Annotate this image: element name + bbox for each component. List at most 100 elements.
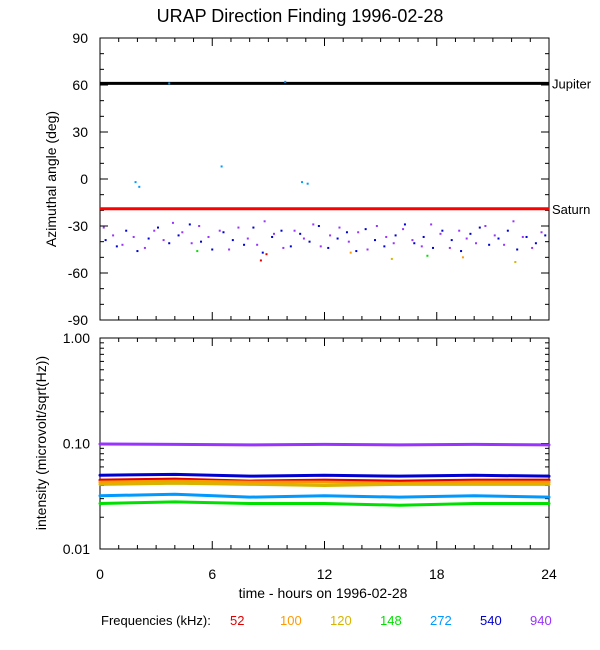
frequency-legend-item-52: 52	[230, 613, 244, 628]
azimuth-point-272	[301, 181, 304, 184]
azimuth-point-940	[402, 228, 405, 231]
azimuth-point-272	[168, 82, 171, 85]
azimuth-point-540	[147, 237, 150, 240]
azimuth-point-940	[484, 225, 487, 227]
azimuth-point-540	[104, 239, 107, 242]
x-tick-label: 18	[429, 566, 445, 582]
azimuth-point-940	[512, 220, 515, 223]
azimuth-point-272	[220, 165, 223, 168]
x-tick-label: 12	[317, 566, 333, 582]
frequency-legend-item-148: 148	[380, 613, 402, 628]
azimuth-point-540	[450, 239, 453, 242]
azimuth-point-540	[516, 248, 519, 251]
azimuth-point-540	[327, 246, 330, 249]
azimuth-point-540	[336, 237, 339, 240]
azimuth-point-940	[171, 221, 174, 224]
azimuth-point-940	[237, 226, 240, 229]
azimuth-point-540	[422, 235, 425, 238]
azimuth-point-940	[312, 223, 315, 226]
azimuth-point-540	[299, 232, 302, 235]
azimuth-point-540	[355, 250, 358, 253]
azimuth-point-272	[138, 185, 141, 188]
azimuth-point-940	[540, 231, 543, 234]
azimuth-y-tick-label: 0	[80, 171, 88, 187]
azimuth-point-940	[293, 229, 296, 232]
azimuth-point-940	[319, 245, 322, 248]
azimuth-point-148	[426, 254, 429, 257]
azimuth-y-tick-label: -60	[68, 265, 88, 281]
frequency-legend-label: Frequencies (kHz):	[101, 613, 211, 628]
azimuth-point-540	[469, 232, 472, 235]
azimuth-point-940	[503, 243, 506, 246]
saturn-label: Saturn	[552, 202, 590, 217]
azimuth-point-940	[181, 231, 184, 234]
azimuth-point-540	[525, 235, 528, 238]
azimuth-point-540	[308, 240, 311, 243]
azimuth-point-940	[256, 243, 259, 246]
azimuth-point-940	[531, 246, 534, 249]
azimuth-point-940	[102, 226, 105, 229]
azimuth-point-940	[420, 245, 423, 248]
azimuth-point-540	[115, 245, 118, 248]
azimuth-point-940	[263, 220, 266, 223]
azimuth-point-540	[317, 225, 320, 227]
azimuth-point-940	[272, 232, 275, 235]
intensity-series-120	[98, 481, 551, 487]
azimuth-point-540	[211, 248, 214, 251]
azimuth-point-940	[458, 229, 461, 232]
frequency-legend-item-120: 120	[330, 613, 352, 628]
azimuth-point-940	[347, 240, 350, 243]
azimuth-point-940	[493, 234, 496, 237]
azimuth-y-tick-label: 30	[72, 124, 88, 140]
azimuth-point-940	[153, 229, 156, 232]
azimuth-point-940	[375, 225, 378, 227]
azimuth-point-940	[228, 248, 231, 251]
azimuth-point-940	[121, 243, 124, 246]
azimuth-panel: Azimuthal angle (deg) 90 60 30 0 -30 -60 -90 Jup…	[43, 30, 592, 328]
azimuth-point-540	[261, 251, 264, 254]
x-axis-label: time - hours on 1996-02-28	[239, 585, 408, 601]
intensity-series-100	[98, 479, 551, 485]
azimuth-point-940	[385, 235, 388, 238]
azimuth-point-940	[392, 242, 395, 245]
azimuth-point-940	[366, 248, 369, 251]
intensity-y-axis-label: intensity (microvolt/sqrt(Hz))	[33, 356, 49, 530]
azimuth-point-540	[280, 229, 283, 232]
azimuth-point-940	[475, 242, 478, 245]
azimuth-point-940	[132, 235, 135, 238]
intensity-y-tick-label: 0.10	[63, 436, 90, 452]
intensity-series-148	[98, 500, 551, 507]
azimuth-point-120	[514, 261, 517, 264]
x-tick-label: 24	[541, 566, 557, 582]
intensity-y-tick-label: 1.00	[63, 330, 90, 346]
frequency-legend-item-540: 540	[480, 613, 502, 628]
azimuth-point-540	[403, 223, 406, 226]
azimuth-point-940	[430, 223, 433, 226]
intensity-panel: intensity (microvolt/sqrt(Hz)) 1.00 0.10 0.…	[33, 330, 557, 582]
azimuth-point-940	[338, 226, 341, 229]
azimuth-point-940	[218, 229, 221, 232]
azimuth-point-148	[196, 250, 199, 253]
azimuth-point-540	[544, 234, 547, 237]
azimuth-point-940	[521, 235, 524, 238]
azimuth-point-540	[125, 229, 128, 232]
intensity-series-940	[98, 442, 551, 447]
azimuth-point-540	[460, 250, 463, 253]
azimuth-y-tick-label: -90	[68, 312, 88, 328]
azimuth-point-540	[252, 226, 255, 229]
frequency-legend-item-940: 940	[530, 613, 552, 628]
intensity-series-540	[98, 472, 551, 478]
azimuth-point-940	[439, 232, 442, 235]
jupiter-label: Jupiter	[552, 76, 592, 91]
azimuth-point-540	[188, 223, 191, 226]
azimuth-point-940	[282, 246, 285, 249]
x-tick-label: 0	[96, 566, 104, 582]
azimuth-point-940	[329, 234, 332, 237]
azimuth-point-940	[448, 246, 451, 249]
azimuth-point-940	[143, 246, 146, 249]
azimuth-point-52	[259, 259, 262, 262]
azimuth-point-272	[284, 80, 287, 83]
azimuth-panel-frame	[99, 37, 550, 321]
